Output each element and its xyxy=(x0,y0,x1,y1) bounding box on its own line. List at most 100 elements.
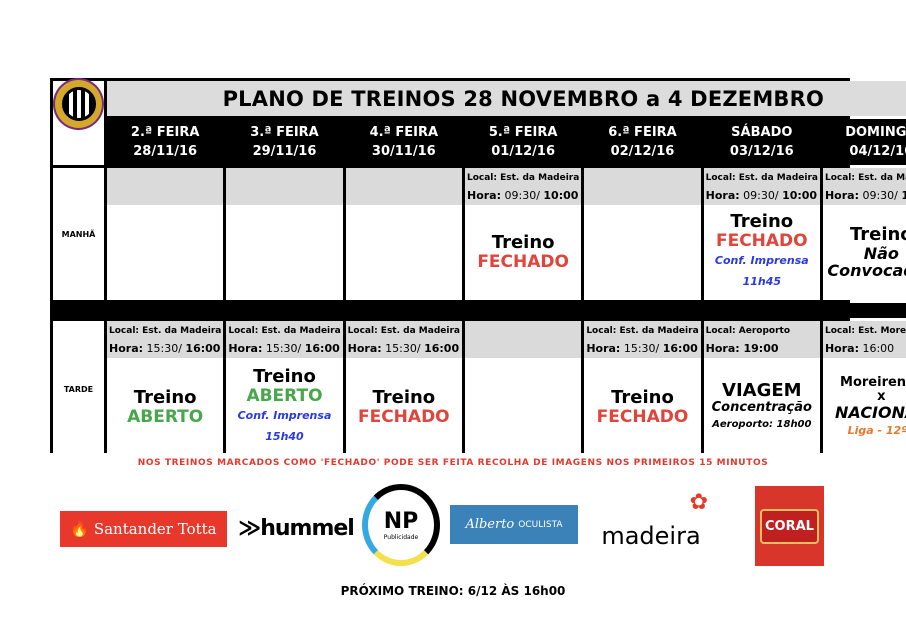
day-date: 30/11/16 xyxy=(371,144,436,159)
cell-line: Conf. Imprensa xyxy=(714,253,809,267)
day-name: 6.ª FEIRA xyxy=(608,125,677,140)
cell-line: FECHADO xyxy=(477,252,569,273)
cell-line: FECHADO xyxy=(357,407,450,428)
day-name: SÁBADO xyxy=(731,125,793,140)
cell-location: Local: Est. da Madeira xyxy=(228,326,341,336)
day-date: 03/12/16 xyxy=(729,144,794,159)
cell-line: Treino xyxy=(730,211,794,233)
cell-info: Local: Est. da Madeira Hora: 15:30/ 16:00 xyxy=(345,321,462,358)
cell-line: Liga - 12º j xyxy=(847,423,906,437)
cell-location: Local: Aeroporto xyxy=(705,326,791,336)
day-name: 3.ª FEIRA xyxy=(250,125,319,140)
cell-info: Local: Est. da Madeira Hora: 09:30/ 10:00 xyxy=(464,168,582,205)
cell-time: Hora: 16:00 xyxy=(824,342,895,355)
sponsor-coral-logo: CORAL xyxy=(755,486,824,566)
cell-time: Hora: 09:30/ 10:00 xyxy=(705,189,818,202)
cell-line: Treino xyxy=(133,387,197,409)
cell-info-empty xyxy=(584,168,701,205)
schedule-cell: Local: Est. da Madeira Hora: 09:30/ 10:00… xyxy=(822,168,906,300)
cell-time: Hora: 19:00 xyxy=(705,342,779,355)
row-separator xyxy=(53,303,906,318)
day-name: 5.ª FEIRA xyxy=(488,125,558,140)
cell-line: Conf. Imprensa xyxy=(237,408,332,422)
club-crest-logo xyxy=(53,78,104,130)
cell-line: VIAGEM xyxy=(722,379,802,401)
cell-time: Hora: 09:30/ 10:00 xyxy=(466,189,579,202)
cell-line: Treino xyxy=(372,387,436,409)
cell-line: x xyxy=(877,388,886,404)
cell-location: Local: Est. da Madeira xyxy=(466,173,580,183)
cell-info: Local: Est. da Madeira Hora: 09:30/ 10:00 xyxy=(703,168,820,205)
cell-info: Local: Est. da Madeira Hora: 15:30/ 16:00 xyxy=(584,321,701,358)
schedule-cell: Local: Est. da Madeira Hora: 15:30/ 16:00… xyxy=(107,321,224,457)
period-label: MANHÃ xyxy=(53,168,104,300)
schedule-cell xyxy=(464,321,582,457)
cell-line: Concentração xyxy=(711,399,812,415)
day-date: 02/12/16 xyxy=(610,144,675,159)
schedule-cell: Local: Est. da Madeira Hora: 15:30/ 16:00… xyxy=(345,321,462,457)
training-schedule-table: PLANO DE TREINOS 28 NOVEMBRO a 4 DEZEMBR… xyxy=(50,78,906,457)
schedule-cell: Local: Est. da Madeira Hora: 09:30/ 10:00… xyxy=(464,168,582,300)
cell-location: Local: Est. da Madeira xyxy=(347,326,460,336)
cell-location: Local: Est. da Madeira xyxy=(705,173,818,183)
sponsor-alberto-logo: Alberto OCULISTA xyxy=(450,505,578,544)
day-header: 5.ª FEIRA 01/12/16 xyxy=(464,119,582,165)
day-header: 6.ª FEIRA 02/12/16 xyxy=(584,119,701,165)
schedule-cell xyxy=(584,168,701,300)
cell-line: Treino xyxy=(253,366,316,388)
cell-line: FECHADO xyxy=(715,231,808,252)
cell-line: 11h45 xyxy=(742,274,782,288)
cell-line: Aeroporto: 18h00 xyxy=(712,419,812,431)
schedule-cell xyxy=(345,168,462,300)
day-date: 29/11/16 xyxy=(252,144,317,159)
cell-time: Hora: 09:30/ 10:00 xyxy=(824,189,906,202)
cell-info: Local: Est. da Madeira Hora: 15:30/ 16:00 xyxy=(107,321,224,358)
day-header: 2.ª FEIRA 28/11/16 xyxy=(107,119,224,165)
cell-line: Moreirense xyxy=(840,374,906,390)
day-date: 04/12/16 xyxy=(849,144,906,159)
cell-location: Local: Est. da Madeira xyxy=(586,326,699,336)
cell-info: Local: Est. Moreirense Hora: 16:00 xyxy=(822,321,906,358)
cell-info: Local: Est. da Madeira Hora: 15:30/ 16:00 xyxy=(226,321,343,358)
cell-info-empty xyxy=(345,168,462,205)
day-name: 2.ª FEIRA xyxy=(130,125,200,140)
cell-line: Convocados xyxy=(827,261,906,281)
day-header: DOMINGO 04/12/16 xyxy=(822,119,906,165)
schedule-cell: Local: Est. da Madeira Hora: 15:30/ 16:00… xyxy=(584,321,701,457)
cell-info-empty xyxy=(226,168,343,205)
cell-info-empty xyxy=(464,321,582,358)
cell-line: ABERTO xyxy=(246,386,323,407)
day-header: 3.ª FEIRA 29/11/16 xyxy=(226,119,343,165)
day-date: 28/11/16 xyxy=(133,144,198,159)
schedule-cell: Local: Est. da Madeira Hora: 09:30/ 10:00… xyxy=(703,168,820,300)
club-logo-cell xyxy=(53,78,104,165)
cell-line: FECHADO xyxy=(596,407,689,428)
cell-line: Treino xyxy=(849,224,906,245)
schedule-cell: Local: Est. Moreirense Hora: 16:00 Moreire… xyxy=(822,321,906,457)
cell-time: Hora: 15:30/ 16:00 xyxy=(109,342,221,355)
cell-time: Hora: 15:30/ 16:00 xyxy=(228,342,340,355)
cell-line: 15h40 xyxy=(265,429,304,443)
cell-line: ABERTO xyxy=(127,407,204,428)
cell-location: Local: Est. da Madeira xyxy=(824,173,906,183)
page-title: PLANO DE TREINOS 28 NOVEMBRO a 4 DEZEMBR… xyxy=(107,81,906,116)
schedule-cell: Local: Aeroporto Hora: 19:00 VIAGEM Concent… xyxy=(703,321,820,457)
schedule-cell xyxy=(226,168,343,300)
cell-time: Hora: 15:30/ 16:00 xyxy=(586,342,698,355)
next-training-text: PRÓXIMO TREINO: 6/12 ÀS 16h00 xyxy=(340,584,566,598)
cell-line: Treino xyxy=(491,232,555,254)
day-date: 01/12/16 xyxy=(491,144,556,159)
day-name: DOMINGO xyxy=(845,125,906,140)
day-name: 4.ª FEIRA xyxy=(369,125,439,140)
cell-line: Treino xyxy=(611,387,674,409)
schedule-cell: Local: Est. da Madeira Hora: 15:30/ 16:00… xyxy=(226,321,343,457)
sponsor-hummel-logo: ≫ hummel xyxy=(238,515,355,541)
cell-info: Local: Aeroporto Hora: 19:00 xyxy=(703,321,820,358)
period-label: TARDE xyxy=(53,321,104,457)
schedule-cell xyxy=(107,168,224,300)
cell-info: Local: Est. da Madeira Hora: 09:30/ 10:00 xyxy=(822,168,906,205)
sponsor-madeira-logo: madeira ✿ xyxy=(601,490,708,550)
day-header: SÁBADO 03/12/16 xyxy=(703,119,820,165)
sponsor-np-logo: NP Publicidade xyxy=(362,484,440,566)
cell-location: Local: Est. Moreirense xyxy=(824,326,906,336)
